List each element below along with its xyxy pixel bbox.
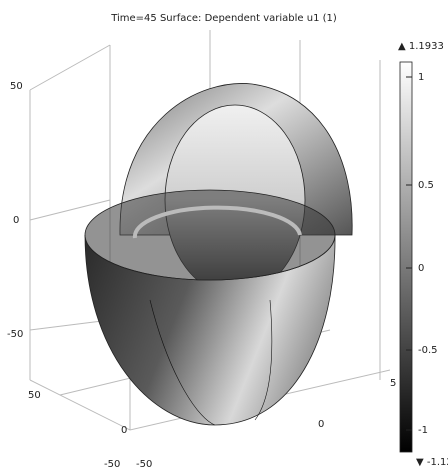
axis-label: 5 (390, 378, 396, 389)
plot-window: Time=45 Surface: Dependent variable u1 (… (0, 0, 448, 470)
colorbar-min: ▼ -1.1211 (416, 457, 448, 468)
axis-label: 50 (28, 390, 41, 401)
colorbar: ▲ 1.1933 ▼ -1.1211 1 0.5 0 -0.5 -1 (398, 41, 448, 468)
colorbar-tick-label: 0.5 (418, 180, 434, 191)
axis-label: 0 (121, 425, 127, 436)
axis-label: 0 (318, 419, 324, 430)
colorbar-scale (400, 62, 412, 452)
plot-title: Time=45 Surface: Dependent variable u1 (… (110, 13, 337, 24)
axis-label: -50 (104, 459, 120, 470)
axis-label: -50 (7, 329, 23, 340)
colorbar-max: ▲ 1.1933 (398, 41, 444, 52)
colorbar-tick-label: 1 (418, 72, 424, 83)
axis-label: 0 (13, 215, 19, 226)
bowl-rim (85, 190, 335, 280)
axis-label: -50 (136, 459, 152, 470)
colorbar-tick-label: -0.5 (418, 345, 438, 356)
colorbar-tick-label: -1 (418, 425, 428, 436)
colorbar-tick-label: 0 (418, 263, 424, 274)
axis-label: 50 (10, 81, 23, 92)
